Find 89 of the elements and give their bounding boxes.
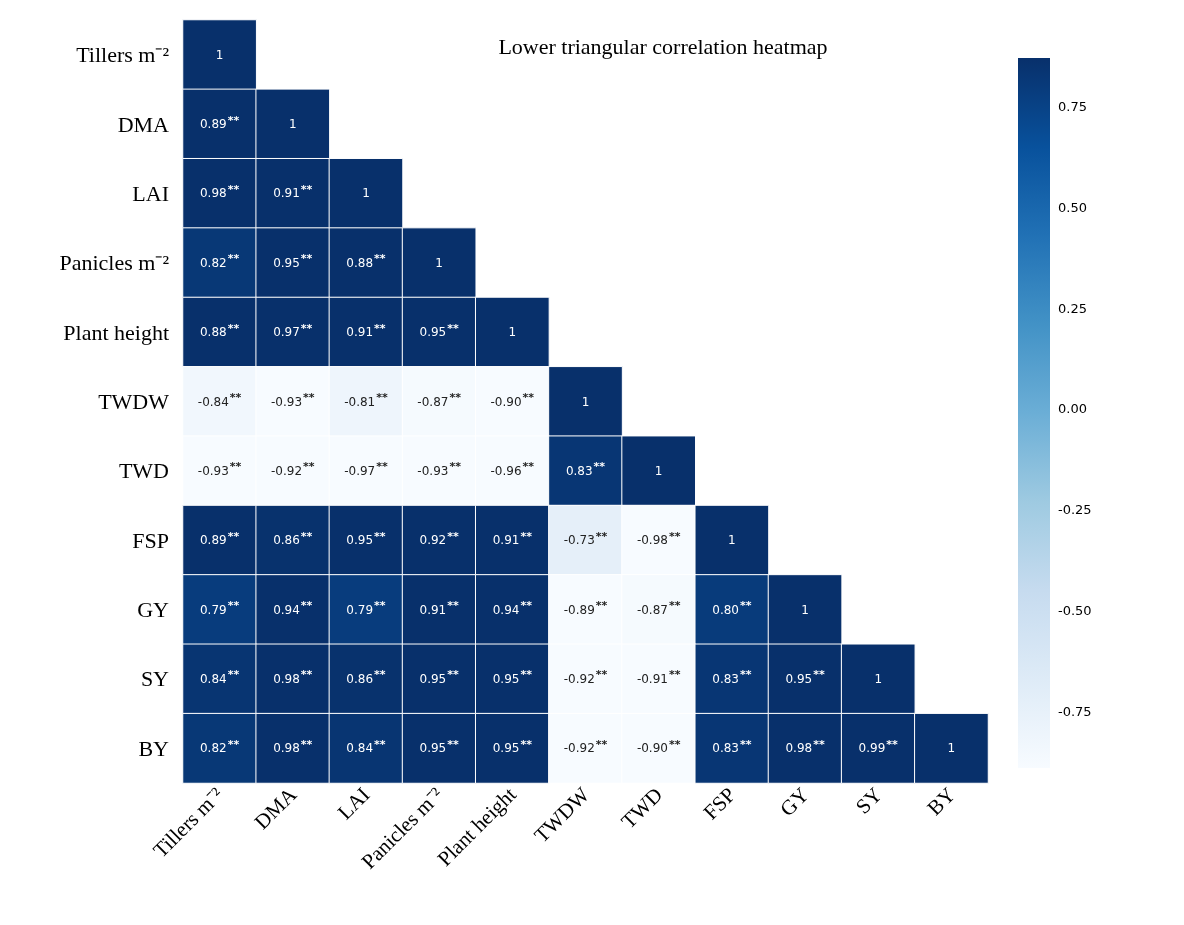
data-label: 0.88** — [346, 252, 386, 270]
y-tick-label: DMA — [117, 111, 170, 137]
y-tick-label: BY — [138, 735, 170, 761]
data-label: 0.94** — [492, 599, 533, 617]
data-label: 0.95** — [419, 737, 459, 756]
data-label: -0.93** — [270, 391, 315, 409]
data-label: 0.98** — [273, 737, 313, 756]
x-tick-label: GY — [775, 782, 814, 821]
y-tick-label: TWDW — [98, 389, 170, 414]
data-label: -0.73** — [563, 529, 608, 548]
data-label: 0.95** — [273, 252, 313, 270]
y-tick-label: GY — [137, 597, 170, 623]
y-tick-label: Plant height — [63, 319, 169, 345]
data-label: 0.91** — [346, 321, 386, 340]
color-bar-label: 0.50 — [1058, 199, 1087, 215]
data-label: 0.91** — [492, 529, 533, 548]
data-label: 1 — [801, 602, 809, 617]
data-label: 0.86** — [346, 668, 386, 686]
data-label: 0.95** — [492, 668, 533, 686]
data-label: -0.93** — [197, 460, 242, 478]
y-tick-label: FSP — [132, 527, 169, 553]
color-bar-label: -0.75 — [1058, 704, 1092, 720]
data-label: 0.79** — [199, 599, 240, 617]
data-label: 0.83** — [712, 737, 752, 756]
data-label: 0.88** — [199, 321, 240, 340]
data-label: 0.80** — [712, 599, 752, 617]
data-label: 1 — [288, 117, 297, 132]
text: Lower triangular correlation heatmap — [498, 33, 828, 59]
data-label: -0.92** — [270, 460, 315, 478]
data-label: 0.91** — [273, 182, 313, 201]
data-label: 0.95** — [419, 321, 459, 340]
data-label: 0.79** — [346, 599, 386, 617]
data-label: 0.98** — [199, 182, 240, 201]
data-label: 0.82** — [199, 252, 240, 270]
data-label: -0.87** — [417, 391, 462, 409]
data-label: 0.84** — [199, 668, 240, 686]
data-label: 1 — [215, 47, 224, 62]
data-label: 0.89** — [199, 113, 240, 132]
data-label: 0.97** — [273, 321, 313, 340]
data-label: 1 — [362, 186, 370, 201]
data-label: -0.97** — [344, 460, 388, 478]
data-label: 0.94** — [273, 599, 313, 617]
data-label: 1 — [947, 741, 956, 756]
data-label: 0.95** — [346, 529, 386, 548]
data-label: 0.98** — [273, 668, 313, 686]
y-tick-label: TWD — [118, 458, 169, 484]
data-label: 0.92** — [419, 529, 459, 548]
color-bar-label: 0.25 — [1058, 300, 1087, 316]
data-label: 0.95** — [419, 668, 459, 686]
data-label: 0.82** — [199, 737, 240, 756]
data-label: 1 — [508, 325, 517, 340]
color-bar-label: 0.75 — [1058, 98, 1087, 114]
data-label: -0.96** — [490, 460, 535, 478]
data-label: -0.92** — [563, 668, 608, 686]
data-label: 0.99** — [858, 737, 899, 756]
data-label: 0.84** — [346, 737, 386, 756]
data-label: -0.91** — [636, 668, 681, 686]
data-label: -0.87** — [636, 599, 681, 617]
data-label: 1 — [581, 394, 590, 409]
data-label: -0.84** — [197, 391, 242, 409]
color-bar-label: 0.00 — [1058, 401, 1087, 417]
data-label: 0.86** — [273, 529, 313, 548]
data-label: -0.81** — [344, 391, 388, 409]
data-label: 1 — [874, 671, 883, 686]
x-tick-label: FSP — [698, 782, 741, 825]
y-tick-label: LAI — [132, 180, 169, 206]
data-label: -0.90** — [636, 737, 681, 756]
x-tick-label: SY — [850, 782, 887, 819]
data-label: -0.89** — [563, 599, 608, 617]
color-bar-label: -0.50 — [1058, 603, 1092, 619]
data-label: 1 — [728, 533, 736, 548]
data-label: 1 — [654, 463, 663, 478]
data-label: -0.90** — [490, 391, 535, 409]
y-tick-label: SY — [140, 666, 170, 692]
y-tick-label: Tillers m⁻² — [76, 42, 170, 68]
data-label: 0.83** — [565, 460, 606, 478]
x-tick-label: BY — [922, 782, 960, 821]
data-label: 0.95** — [785, 668, 825, 686]
data-label: 0.98** — [785, 737, 825, 756]
data-label: -0.93** — [417, 460, 462, 478]
data-label: 0.83** — [712, 668, 752, 686]
data-label: 1 — [435, 255, 443, 270]
data-label: 0.89** — [199, 529, 240, 548]
data-label: 0.95** — [492, 737, 533, 756]
data-label: -0.92** — [563, 737, 608, 756]
y-tick-label: Panicles m⁻² — [59, 250, 170, 276]
color-bar-label: -0.25 — [1058, 502, 1092, 518]
data-label: 0.91** — [419, 599, 459, 617]
data-label: -0.98** — [636, 529, 681, 548]
